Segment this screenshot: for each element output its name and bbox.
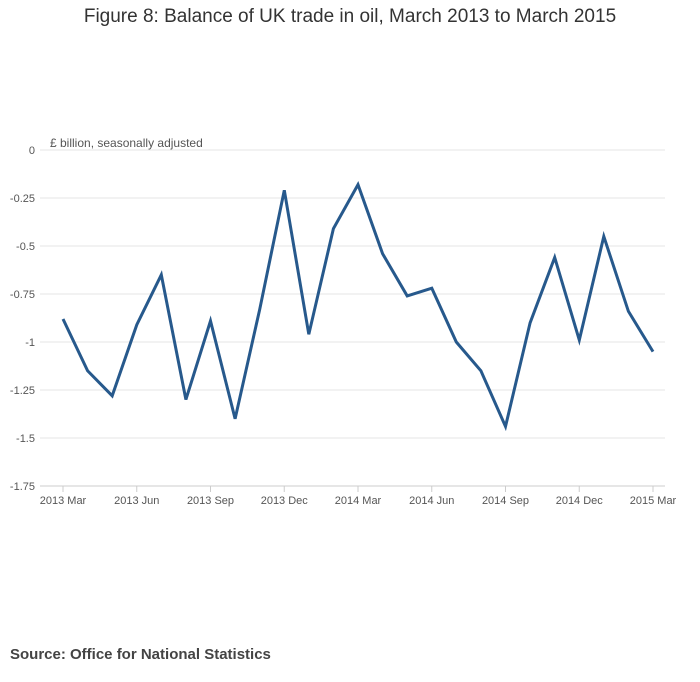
data-point — [86, 369, 89, 372]
y-tick-label: -1 — [25, 337, 35, 349]
data-point — [209, 319, 212, 322]
x-tick-label: 2013 Mar — [40, 495, 87, 507]
y-axis-unit-label: £ billion, seasonally adjusted — [50, 136, 203, 150]
data-point — [307, 333, 310, 336]
x-tick-label: 2014 Sep — [482, 495, 529, 507]
data-point — [381, 252, 384, 255]
data-point — [234, 417, 237, 420]
data-point — [357, 183, 360, 186]
gridlines — [40, 149, 665, 487]
data-point — [479, 369, 482, 372]
data-point — [160, 273, 163, 276]
source-note: Source: Office for National Statistics — [10, 646, 271, 663]
data-point — [430, 287, 433, 290]
data-point — [529, 321, 532, 324]
data-point — [258, 308, 261, 311]
x-tick-label: 2014 Jun — [409, 495, 454, 507]
data-point — [184, 398, 187, 401]
data-point — [455, 341, 458, 344]
data-point — [627, 310, 630, 313]
x-tick-label: 2014 Mar — [335, 495, 382, 507]
x-tick-label: 2015 Mar — [630, 495, 677, 507]
data-point — [406, 294, 409, 297]
x-tick-label: 2014 Dec — [556, 495, 604, 507]
data-point — [553, 256, 556, 259]
x-tick-label: 2013 Dec — [261, 495, 309, 507]
x-tick-label: 2013 Jun — [114, 495, 159, 507]
y-tick-label: -1.25 — [10, 385, 35, 397]
y-axis: 0 -0.25 -0.5 -0.75 -1 -1.25 -1.5 -1.75 — [10, 145, 35, 493]
data-point — [602, 235, 605, 238]
y-tick-label: -0.75 — [10, 289, 35, 301]
y-tick-label: -0.25 — [10, 193, 35, 205]
y-tick-label: 0 — [29, 145, 35, 157]
data-point — [283, 189, 286, 192]
data-point — [652, 350, 655, 353]
y-tick-label: -1.75 — [10, 481, 35, 493]
data-point — [332, 227, 335, 230]
x-axis: 2013 Mar 2013 Jun 2013 Sep 2013 Dec 2014 Mar… — [40, 486, 677, 507]
y-tick-label: -0.5 — [16, 241, 35, 253]
series-line — [61, 180, 655, 432]
data-point — [62, 317, 65, 320]
data-point — [135, 323, 138, 326]
data-point — [111, 394, 114, 397]
data-point — [504, 425, 507, 428]
chart-title: Figure 8: Balance of UK trade in oil, Ma… — [83, 6, 617, 27]
series-layer — [61, 180, 655, 432]
x-tick-label: 2013 Sep — [187, 495, 234, 507]
data-point — [578, 339, 581, 342]
y-tick-label: -1.5 — [16, 433, 35, 445]
